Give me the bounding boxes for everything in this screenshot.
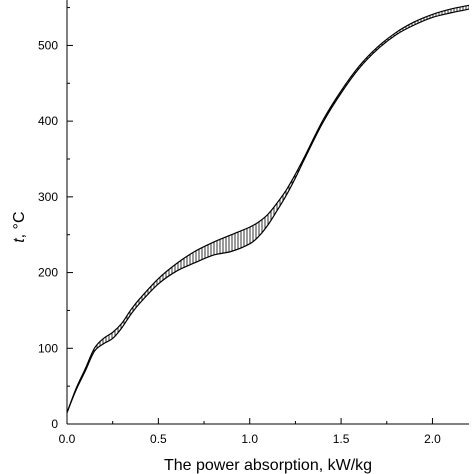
x-axis-title: The power absorption, kW/kg — [164, 457, 372, 474]
x-axis: 0.0 0.5 1.0 1.5 2.0 — [59, 418, 469, 446]
y-tick-label: 300 — [38, 190, 58, 204]
series-line-upper — [66, 4, 470, 413]
y-axis: 0 100 200 300 400 500 — [38, 0, 73, 431]
y-axis-title: t, °C — [11, 211, 28, 242]
x-tick-label: 2.0 — [424, 432, 441, 446]
y-axis-unit: , °C — [11, 211, 28, 238]
y-tick-label: 500 — [38, 38, 58, 52]
plot-area — [66, 4, 470, 413]
y-tick-label: 100 — [38, 341, 58, 355]
x-tick-label: 1.0 — [241, 432, 258, 446]
x-tick-label: 0.0 — [59, 432, 76, 446]
y-tick-label: 0 — [51, 417, 58, 431]
y-axis-variable: t — [11, 238, 28, 243]
y-tick-label: 200 — [38, 266, 58, 280]
series-line-lower — [66, 8, 470, 413]
x-tick-label: 0.5 — [150, 432, 167, 446]
band-fill — [67, 5, 469, 413]
x-tick-label: 1.5 — [333, 432, 350, 446]
y-tick-label: 400 — [38, 114, 58, 128]
